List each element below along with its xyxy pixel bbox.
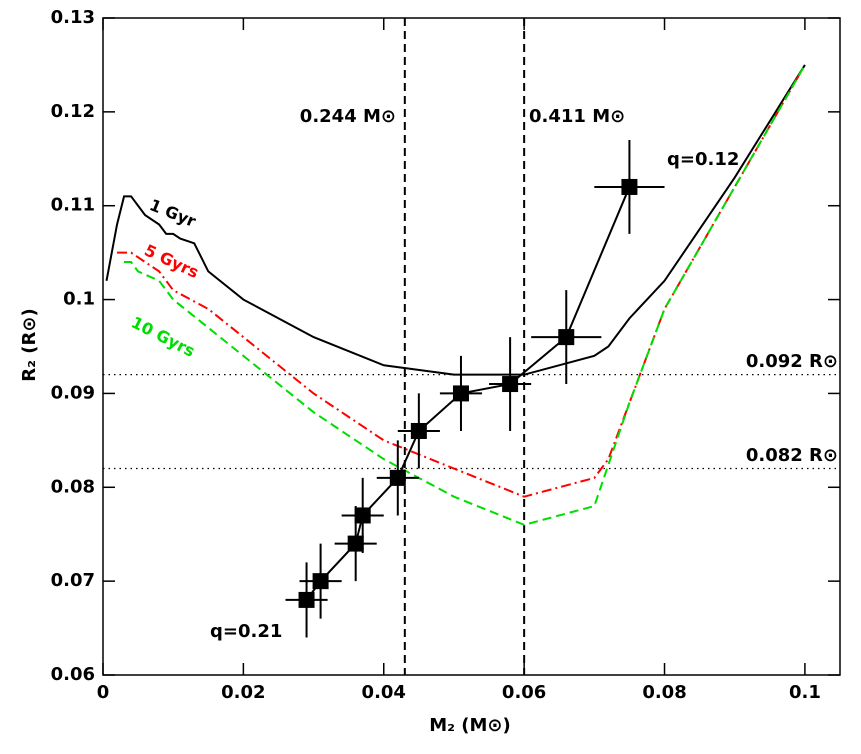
x-tick-label: 0.1	[789, 682, 821, 703]
data-point	[389, 469, 406, 486]
y-tick-label: 0.13	[51, 7, 95, 28]
y-tick-label: 0.08	[51, 476, 95, 497]
data-point	[312, 573, 329, 590]
annotation: q=0.12	[667, 149, 739, 170]
data-point	[298, 591, 315, 608]
points-connector	[305, 186, 631, 601]
series-line	[117, 64, 806, 498]
x-tick-label: 0.06	[502, 682, 546, 703]
y-tick-label: 0.1	[63, 289, 95, 310]
y-tick-label: 0.12	[51, 101, 95, 122]
annotation: 0.411 M⊙	[529, 106, 625, 127]
y-tick-label: 0.09	[51, 382, 95, 403]
y-tick-label: 0.06	[51, 664, 95, 685]
data-point	[558, 329, 575, 346]
curve-label: 10 Gyrs	[128, 313, 198, 361]
y-tick-label: 0.07	[51, 570, 95, 591]
data-point	[502, 376, 519, 393]
data-point	[410, 422, 427, 439]
y-tick-label: 0.11	[51, 195, 95, 216]
data-point	[354, 507, 371, 524]
series-line	[105, 64, 806, 376]
data-point	[621, 178, 638, 195]
data-point	[452, 385, 469, 402]
x-tick-label: 0	[97, 682, 110, 703]
annotation: 0.244 M⊙	[300, 106, 396, 127]
data-point	[347, 535, 364, 552]
y-axis-title: R₂ (R⊙)	[19, 308, 40, 381]
annotation: q=0.21	[210, 621, 282, 642]
x-axis-title: M₂ (M⊙)	[429, 715, 511, 736]
x-tick-label: 0.04	[362, 682, 406, 703]
series-line	[124, 64, 806, 526]
annotation: 0.092 R⊙	[746, 351, 838, 372]
annotation: 0.082 R⊙	[746, 445, 838, 466]
plot-frame	[102, 17, 841, 676]
x-tick-label: 0.08	[642, 682, 686, 703]
x-tick-label: 0.02	[221, 682, 265, 703]
curve-label: 1 Gyr	[147, 195, 199, 231]
